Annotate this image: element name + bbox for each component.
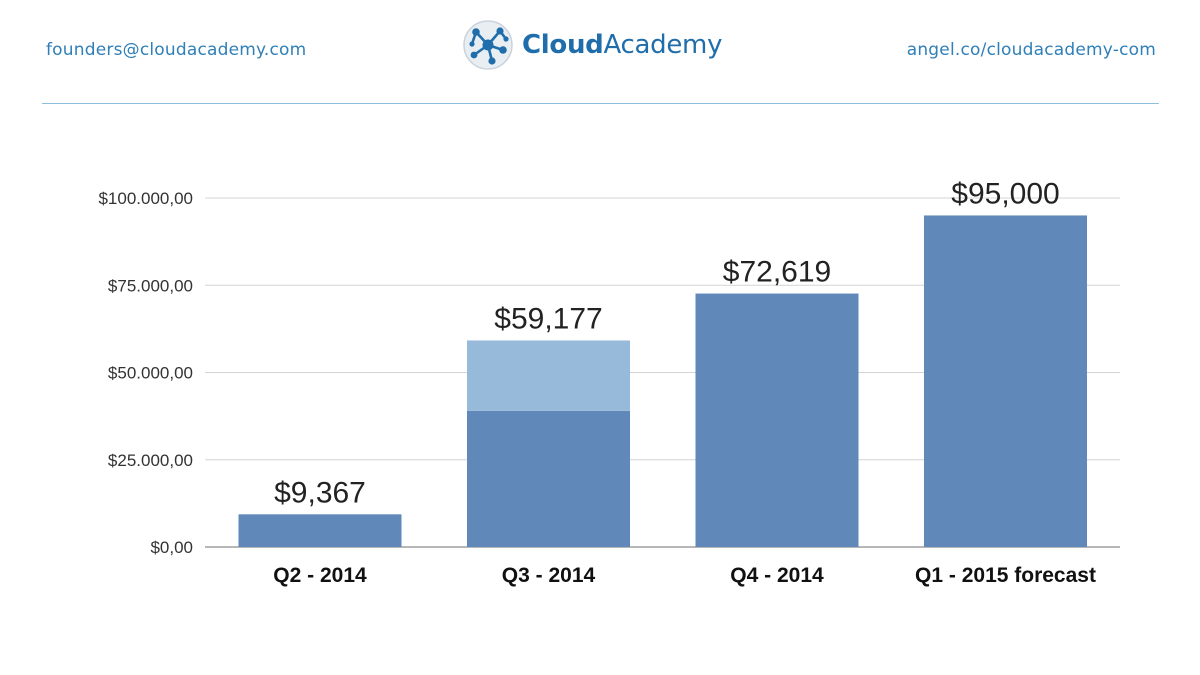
x-category-label: Q4 - 2014 (730, 564, 824, 587)
brand-name-regular: Academy (603, 30, 723, 60)
data-label: $95,000 (951, 177, 1059, 210)
bar-segment-upper (467, 340, 630, 411)
bar (924, 215, 1087, 547)
brand-name-bold: Cloud (522, 30, 604, 60)
brand-name: CloudAcademy (522, 30, 722, 60)
header: founders@cloudacademy.com (0, 0, 1200, 105)
y-tick-label: $50.000,00 (108, 364, 193, 383)
bar (238, 514, 402, 547)
y-tick-label: $75.000,00 (108, 276, 193, 295)
y-tick-label: $25.000,00 (108, 451, 193, 470)
header-divider (42, 103, 1159, 104)
angel-link[interactable]: angel.co/cloudacademy-com (906, 40, 1156, 60)
y-tick-label: $0,00 (150, 538, 193, 557)
bar (695, 293, 859, 547)
network-nodes-icon (463, 20, 513, 70)
x-category-label: Q1 - 2015 forecast (915, 564, 1096, 587)
data-label: $9,367 (274, 476, 366, 509)
x-category-label: Q2 - 2014 (273, 564, 367, 587)
logo: CloudAcademy (462, 18, 722, 72)
email-link[interactable]: founders@cloudacademy.com (46, 40, 307, 60)
data-label: $59,177 (494, 302, 602, 335)
y-tick-label: $100.000,00 (98, 189, 193, 208)
x-category-label: Q3 - 2014 (502, 564, 596, 587)
data-label: $72,619 (723, 256, 831, 289)
bar (467, 410, 630, 547)
